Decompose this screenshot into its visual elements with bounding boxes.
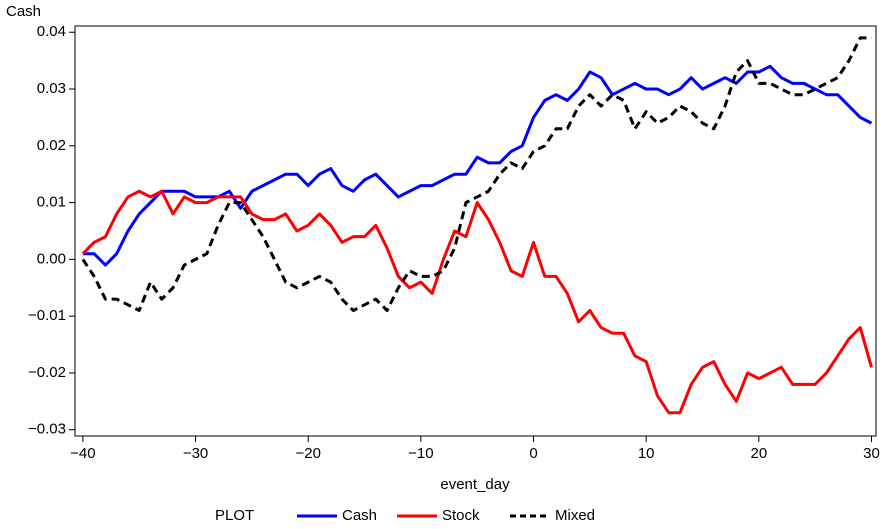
x-tick-label: 0 bbox=[529, 445, 537, 462]
y-tick-label: 0.01 bbox=[37, 194, 66, 211]
x-tick-label: −30 bbox=[183, 445, 208, 462]
data-line bbox=[82, 64, 873, 267]
y-tick-label: 0.02 bbox=[37, 137, 66, 154]
data-line bbox=[81, 189, 873, 415]
y-tick-label: 0.00 bbox=[37, 250, 66, 267]
legend-label: Mixed bbox=[555, 507, 595, 524]
x-tick-label: −20 bbox=[295, 445, 320, 462]
y-tick-label: −0.02 bbox=[28, 364, 66, 381]
x-tick-label: −40 bbox=[70, 445, 95, 462]
x-tick-label: 20 bbox=[750, 445, 767, 462]
x-tick-label: 30 bbox=[863, 445, 880, 462]
y-tick-label: 0.03 bbox=[37, 80, 66, 97]
x-axis-label: event_day bbox=[440, 476, 510, 493]
x-tick-label: 10 bbox=[638, 445, 655, 462]
data-line bbox=[81, 36, 872, 312]
legend-label: Cash bbox=[342, 507, 377, 524]
legend-title: PLOT bbox=[215, 507, 254, 524]
y-tick-label: 0.04 bbox=[37, 23, 66, 40]
x-tick-label: −10 bbox=[408, 445, 433, 462]
legend-label: Stock bbox=[442, 507, 480, 524]
y-tick-label: −0.03 bbox=[28, 421, 66, 438]
y-tick-label: −0.01 bbox=[28, 307, 66, 324]
plot-frame bbox=[74, 25, 877, 437]
y-axis-label: Cash bbox=[6, 3, 41, 20]
